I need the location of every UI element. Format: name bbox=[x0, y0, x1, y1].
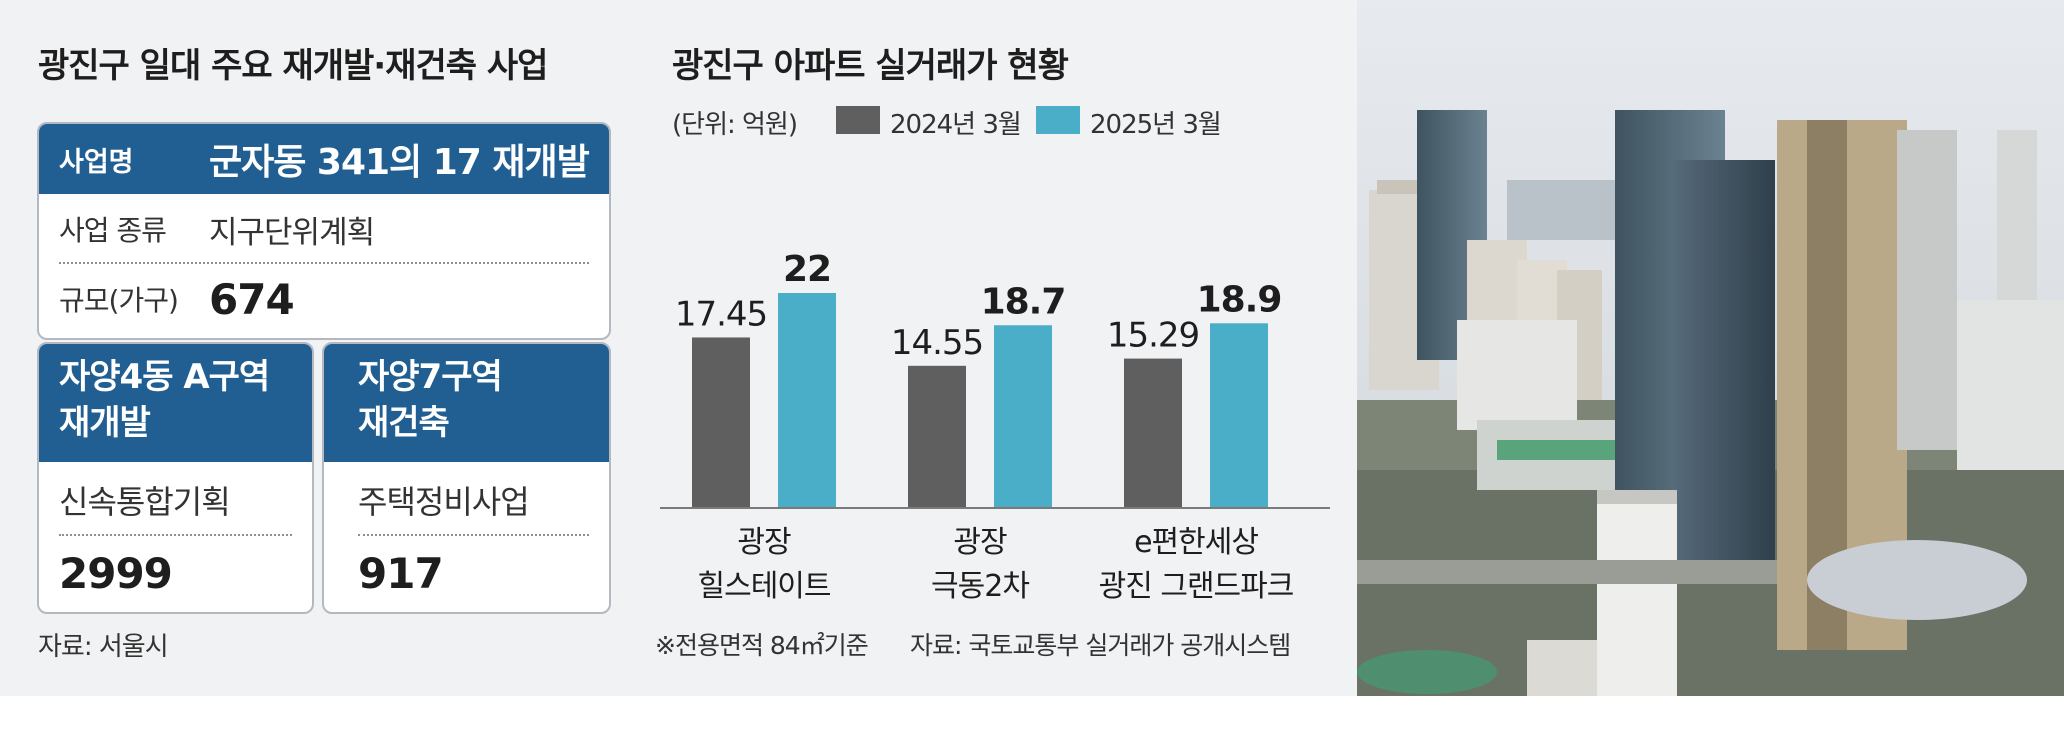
legend-label-2025: 2025년 3월 bbox=[1090, 110, 1222, 140]
project-scale-row: 917 bbox=[358, 538, 589, 608]
projects-source: 자료: 서울시 bbox=[38, 632, 169, 662]
bar-value-label: 18.7 bbox=[981, 281, 1066, 322]
category-label: 광진 그랜드파크 bbox=[1099, 569, 1294, 604]
row-divider bbox=[358, 534, 589, 536]
project-card-header: 자양7구역 재건축 bbox=[324, 344, 609, 462]
chart-note: ※전용면적 84㎡기준 bbox=[655, 631, 869, 660]
legend-label-2024: 2024년 3월 bbox=[890, 110, 1022, 140]
city-skyline-image bbox=[1357, 0, 2064, 696]
project-type-row: 신속통합기획 bbox=[59, 466, 292, 534]
category-label: 극동2차 bbox=[931, 569, 1029, 604]
chart-source: 자료: 국토교통부 실거래가 공개시스템 bbox=[910, 631, 1291, 660]
row-divider bbox=[59, 534, 292, 536]
project-name-value: 군자동 341의 17 재개발 bbox=[209, 142, 590, 183]
project-card-jayang4: 자양4동 A구역 재개발 신속통합기획 2999 bbox=[37, 342, 314, 614]
bar-2024-1 bbox=[908, 365, 966, 508]
project-card-header: 자양4동 A구역 재개발 bbox=[39, 344, 312, 462]
project-type-value: 지구단위계획 bbox=[209, 214, 375, 251]
project-name-line1: 자양7구역 bbox=[358, 357, 503, 397]
bar-value-label: 22 bbox=[783, 249, 831, 290]
project-card-header: 사업명 군자동 341의 17 재개발 bbox=[39, 124, 609, 194]
bar-2025-1 bbox=[994, 325, 1052, 508]
bar-2025-2 bbox=[1210, 323, 1268, 508]
project-scale-label: 규모(가구) bbox=[59, 284, 179, 317]
chart-title: 광진구 아파트 실거래가 현황 bbox=[672, 46, 1069, 86]
legend-swatch-2024 bbox=[836, 106, 880, 134]
category-label: 광장 bbox=[953, 525, 1007, 560]
infographic-panel: 광진구 일대 주요 재개발·재건축 사업 사업명 군자동 341의 17 재개발… bbox=[0, 0, 1357, 696]
project-type-row: 사업 종류 지구단위계획 bbox=[59, 196, 589, 262]
bar-2025-0 bbox=[778, 293, 836, 508]
project-scale-row: 2999 bbox=[59, 538, 292, 608]
category-label: 광장 bbox=[737, 525, 791, 560]
city-photo bbox=[1357, 0, 2064, 696]
chart-unit: (단위: 억원) bbox=[672, 110, 798, 140]
project-name-label: 사업명 bbox=[59, 146, 134, 178]
row-divider bbox=[59, 262, 589, 264]
project-type-value: 신속통합기획 bbox=[59, 483, 231, 521]
project-scale-value: 2999 bbox=[59, 548, 173, 598]
project-scale-value: 674 bbox=[209, 274, 295, 324]
bar-value-label: 17.45 bbox=[675, 294, 767, 334]
project-name-line2: 재건축 bbox=[358, 403, 450, 443]
project-scale-row: 규모(가구) 674 bbox=[59, 264, 589, 334]
bar-2024-2 bbox=[1124, 358, 1182, 508]
bar-2024-0 bbox=[692, 337, 750, 508]
legend-swatch-2025 bbox=[1036, 106, 1080, 134]
category-label: 힐스테이트 bbox=[698, 569, 831, 604]
project-type-value: 주택정비사업 bbox=[358, 483, 530, 521]
project-card-jayang7: 자양7구역 재건축 주택정비사업 917 bbox=[322, 342, 611, 614]
project-card-gunja: 사업명 군자동 341의 17 재개발 사업 종류 지구단위계획 규모(가구) … bbox=[37, 122, 611, 340]
bar-value-label: 15.29 bbox=[1107, 316, 1199, 356]
bar-value-label: 18.9 bbox=[1197, 279, 1282, 320]
projects-title: 광진구 일대 주요 재개발·재건축 사업 bbox=[38, 46, 548, 86]
project-scale-value: 917 bbox=[358, 548, 444, 598]
category-label: e편한세상 bbox=[1134, 525, 1258, 560]
project-name-line1: 자양4동 A구역 bbox=[59, 357, 270, 397]
project-type-label: 사업 종류 bbox=[59, 214, 167, 247]
bar-value-label: 14.55 bbox=[891, 323, 983, 363]
project-type-row: 주택정비사업 bbox=[358, 466, 589, 534]
project-name-line2: 재개발 bbox=[59, 403, 151, 443]
